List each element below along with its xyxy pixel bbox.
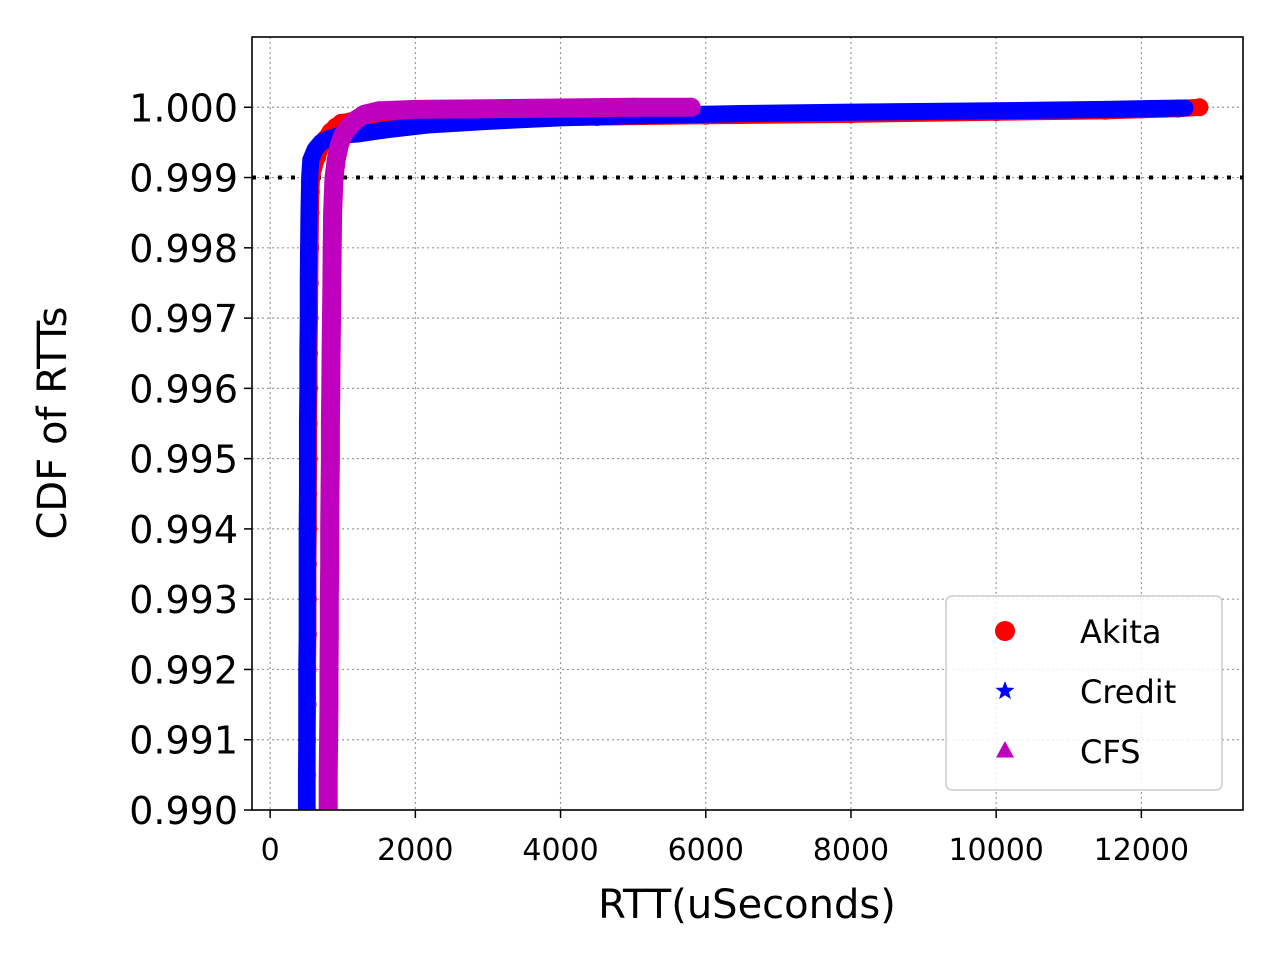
data-point [299, 449, 317, 466]
data-point [300, 238, 318, 256]
data-point [320, 659, 338, 676]
data-point [551, 98, 570, 115]
data-point [624, 97, 643, 114]
y-tick-label: 1.000 [129, 86, 238, 130]
y-tick-label: 0.993 [129, 578, 238, 622]
data-point [298, 555, 316, 572]
data-point [377, 120, 395, 137]
data-point [298, 590, 316, 607]
data-point [333, 125, 352, 142]
data-point [479, 112, 497, 129]
data-point [987, 101, 1005, 119]
data-point [322, 800, 334, 810]
data-point [320, 624, 339, 641]
y-tick-label: 0.994 [129, 508, 238, 552]
data-point [322, 273, 341, 290]
data-point [323, 237, 342, 255]
data-point [298, 660, 316, 677]
data-point [312, 133, 330, 150]
data-point [319, 129, 337, 147]
data-point [355, 104, 374, 121]
data-point [299, 414, 317, 431]
y-tick-label: 0.998 [129, 227, 238, 271]
data-point [320, 554, 339, 571]
data-point [302, 151, 320, 168]
data-point [370, 100, 389, 118]
legend-marker-cfs [996, 741, 1014, 758]
y-tick-label: 0.997 [129, 297, 238, 341]
data-point [299, 309, 317, 326]
x-tick-label: 10000 [948, 833, 1043, 868]
data-point [479, 98, 497, 116]
data-point [298, 625, 316, 642]
data-point [297, 765, 315, 783]
data-point [298, 695, 316, 712]
data-point [321, 448, 340, 466]
data-point [319, 764, 338, 782]
data-point [406, 99, 425, 116]
legend-marker-akita [995, 621, 1015, 641]
legend-box [945, 595, 1223, 791]
data-point [320, 589, 339, 606]
data-point [330, 135, 349, 153]
x-axis-ticks: 0 2000 4000 6000 8000 10000 12000 [261, 810, 1189, 868]
data-point [327, 150, 346, 167]
data-point [319, 729, 338, 747]
series-layer [297, 97, 1209, 810]
data-point [299, 344, 317, 361]
data-point [1190, 98, 1209, 117]
legend: Akita Credit CFS [945, 595, 1223, 791]
data-point [320, 694, 338, 712]
legend-label-credit: Credit [1080, 673, 1176, 711]
data-point [321, 378, 340, 395]
data-point [300, 203, 318, 220]
legend-label-akita: Akita [1080, 613, 1161, 651]
x-tick-label: 6000 [668, 833, 744, 868]
data-point [325, 167, 343, 184]
data-point [321, 483, 339, 501]
data-point [1096, 100, 1114, 117]
plot-frame [251, 36, 1244, 811]
data-point [682, 97, 701, 114]
data-point [298, 730, 316, 747]
data-point [421, 115, 439, 133]
data-point [1176, 99, 1194, 116]
x-tick-label: 8000 [813, 833, 889, 868]
x-axis-label: RTT(uSeconds) [598, 882, 896, 928]
legend-label-cfs: CFS [1080, 733, 1141, 771]
y-axis-ticks: 0.990 0.991 0.992 0.993 0.994 0.995 0.996 0.997… [129, 86, 252, 833]
data-point [323, 202, 342, 220]
data-point [733, 104, 751, 121]
x-tick-label: 0 [261, 833, 280, 868]
y-tick-label: 0.996 [129, 367, 238, 411]
legend-marker-credit [995, 681, 1015, 700]
data-point [322, 308, 341, 325]
data-point [299, 484, 317, 502]
y-tick-label: 0.999 [129, 157, 238, 201]
x-tick-label: 4000 [522, 833, 598, 868]
data-point [322, 343, 341, 360]
y-tick-label: 0.995 [129, 438, 238, 482]
data-point [299, 379, 317, 396]
data-point [306, 140, 324, 157]
data-point [320, 518, 339, 536]
y-tick-label: 0.992 [129, 648, 238, 692]
y-tick-label: 0.990 [129, 789, 238, 833]
series-cfs [318, 97, 701, 810]
data-point [321, 413, 340, 430]
data-point [346, 109, 365, 127]
data-point [299, 274, 317, 291]
data-point [298, 519, 316, 537]
y-tick-label: 0.991 [129, 719, 238, 763]
data-point [842, 103, 860, 120]
data-point [297, 801, 315, 810]
x-tick-label: 12000 [1094, 833, 1189, 868]
data-point [301, 168, 319, 185]
x-tick-label: 2000 [377, 833, 453, 868]
y-axis-label: CDF of RTTs [30, 307, 76, 540]
